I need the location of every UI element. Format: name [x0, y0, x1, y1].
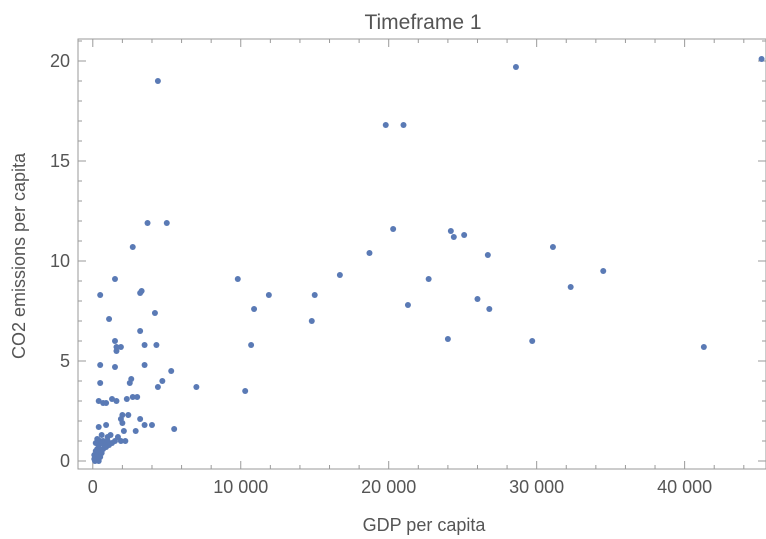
data-point — [137, 416, 144, 422]
data-point — [106, 316, 113, 322]
data-point — [404, 302, 411, 308]
data-point — [242, 388, 249, 394]
chart-title: Timeframe 1 — [364, 11, 481, 34]
data-point — [111, 276, 118, 282]
data-point — [382, 122, 389, 128]
data-point — [151, 310, 158, 316]
x-tick-label: 0 — [88, 477, 98, 497]
data-point — [129, 244, 136, 250]
data-point — [154, 78, 161, 84]
data-point — [111, 364, 118, 370]
data-point — [450, 234, 457, 240]
data-point — [97, 292, 104, 298]
data-point — [425, 276, 432, 282]
data-point — [567, 284, 574, 290]
data-point — [113, 348, 120, 354]
data-point — [444, 336, 451, 342]
data-point — [486, 306, 493, 312]
data-point — [251, 306, 258, 312]
data-point — [122, 438, 129, 444]
x-axis-label: GDP per capita — [363, 515, 487, 535]
data-point — [141, 362, 148, 368]
data-point — [95, 458, 102, 464]
data-point — [474, 296, 481, 302]
x-tick-label: 10 000 — [213, 477, 268, 497]
data-point — [107, 432, 114, 438]
data-point — [126, 380, 133, 386]
data-point — [311, 292, 318, 298]
data-points — [91, 56, 765, 464]
x-tick-label: 30 000 — [509, 477, 564, 497]
data-point — [100, 400, 107, 406]
data-point — [159, 378, 166, 384]
data-point — [390, 226, 397, 232]
data-point — [549, 244, 556, 250]
y-tick-label: 15 — [50, 151, 70, 171]
y-axis: 0 5 10 15 20 — [50, 40, 766, 471]
data-point — [125, 412, 132, 418]
data-point — [141, 342, 148, 348]
data-point — [137, 328, 144, 334]
data-point — [153, 342, 160, 348]
data-point — [120, 428, 127, 434]
data-point — [758, 56, 765, 62]
data-point — [234, 276, 241, 282]
data-point — [109, 396, 116, 402]
data-point — [248, 342, 255, 348]
data-point — [193, 384, 200, 390]
data-point — [154, 384, 161, 390]
data-point — [148, 422, 155, 428]
x-tick-label: 40 000 — [657, 477, 712, 497]
data-point — [98, 432, 105, 438]
data-point — [134, 394, 141, 400]
data-point — [512, 64, 519, 70]
data-point — [123, 396, 130, 402]
x-axis: 0 10 000 20 000 30 000 40 000 — [88, 39, 745, 497]
data-point — [132, 428, 139, 434]
x-tick-label: 20 000 — [361, 477, 416, 497]
data-point — [163, 220, 170, 226]
data-point — [137, 290, 144, 296]
data-point — [119, 420, 126, 426]
data-point — [461, 232, 468, 238]
data-point — [265, 292, 272, 298]
data-point — [95, 424, 102, 430]
data-point — [129, 394, 136, 400]
data-point — [171, 426, 178, 432]
data-point — [117, 344, 124, 350]
data-point — [103, 422, 110, 428]
data-point — [168, 368, 175, 374]
data-point — [117, 438, 124, 444]
plot-frame — [77, 38, 766, 470]
data-point — [600, 268, 607, 274]
data-point — [400, 122, 407, 128]
y-tick-label: 20 — [50, 51, 70, 71]
y-tick-label: 10 — [50, 251, 70, 271]
data-point — [529, 338, 536, 344]
data-point — [103, 444, 110, 450]
data-point — [366, 250, 373, 256]
data-point — [97, 380, 104, 386]
data-point — [141, 422, 148, 428]
data-point — [336, 272, 343, 278]
data-point — [308, 318, 315, 324]
data-point — [484, 252, 491, 258]
y-tick-label: 5 — [60, 351, 70, 371]
data-point — [144, 220, 151, 226]
data-point — [447, 228, 454, 234]
data-point — [700, 344, 707, 350]
data-point — [97, 362, 104, 368]
y-tick-label: 0 — [60, 451, 70, 471]
y-axis-label: CO2 emissions per capita — [9, 152, 29, 359]
data-point — [111, 338, 118, 344]
